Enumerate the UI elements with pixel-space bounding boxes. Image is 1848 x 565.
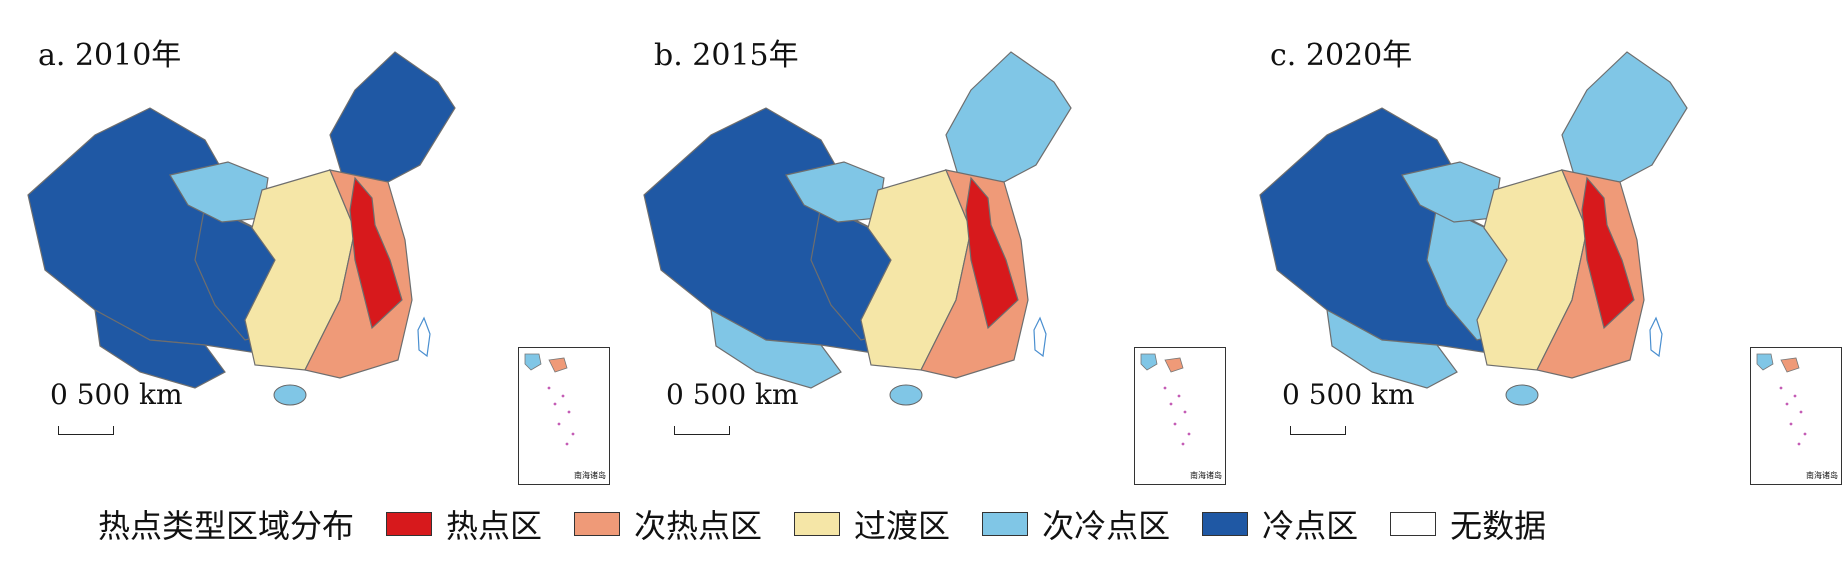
legend-label: 无数据 [1450,507,1547,545]
legend-swatch [1390,512,1437,536]
south-china-sea-inset: 南海诸岛 [1750,347,1842,485]
inset-island [567,410,571,414]
china-map [27,51,456,406]
inset-island [1799,410,1803,414]
inset-island [1779,386,1783,390]
legend-item-hotspot: 热点区 [386,501,542,547]
legend-label: 次热点区 [634,507,763,545]
legend-swatch [386,512,433,536]
inset-map [1140,353,1191,446]
inset-island [571,432,575,436]
region-hainan [889,384,923,406]
inset-island [1803,432,1807,436]
panel-title: b. 2015年 [654,38,799,73]
scale-bar [58,426,114,435]
inset-island [1177,394,1181,398]
inset-island [1163,386,1167,390]
inset-island [547,386,551,390]
inset-island [1187,432,1191,436]
legend-item-sub-coldspot: 次冷点区 [982,501,1170,547]
inset-map [524,353,575,446]
inset-label: 南海诸岛 [574,471,606,480]
region-taiwan [1649,316,1663,358]
map-panel-2010: a. 2010年 0 500 km 南海诸岛 [0,0,616,490]
legend-label: 热点区 [446,507,543,545]
inset-guangdong [1780,357,1800,373]
inset-guangdong [548,357,568,373]
inset-coast [524,353,542,371]
inset-island [1183,410,1187,414]
inset-coast [1140,353,1158,371]
inset-island [557,422,561,426]
legend-item-coldspot: 冷点区 [1202,501,1358,547]
legend-label: 冷点区 [1262,507,1359,545]
legend-title: 热点类型区域分布 [98,507,355,545]
inset-island [1181,442,1185,446]
legend-swatch [982,512,1029,536]
region-coastal-core [349,176,403,330]
inset-island [561,394,565,398]
inset-island [1789,422,1793,426]
scale-bar [1290,426,1346,435]
inset-label: 南海诸岛 [1806,471,1838,480]
legend-item-sub-hotspot: 次热点区 [574,501,762,547]
inset-island [565,442,569,446]
china-map [1259,51,1688,406]
region-coastal-core [965,176,1019,330]
inset-island [1173,422,1177,426]
south-china-sea-inset: 南海诸岛 [1134,347,1226,485]
china-map [643,51,1072,406]
map-panel-2020: c. 2020年 0 500 km 南海诸岛 [1232,0,1848,490]
region-tibet-west [94,308,226,389]
region-taiwan [1033,316,1047,358]
scale-bar [674,426,730,435]
region-taiwan [417,316,431,358]
inset-label: 南海诸岛 [1190,471,1222,480]
panel-title: a. 2010年 [38,38,182,73]
legend-item-no-data: 无数据 [1390,501,1546,547]
region-northeast [329,51,456,183]
inset-island [1793,394,1797,398]
map-panel-2015: b. 2015年 0 500 km 南海诸岛 [616,0,1232,490]
scale-label: 0 500 km [666,378,799,411]
inset-guangdong [1164,357,1184,373]
inset-coast [1756,353,1774,371]
scale-label: 0 500 km [1282,378,1415,411]
region-hainan [273,384,307,406]
legend: 热点类型区域分布 热点区 次热点区 过渡区 次冷点区 冷点区 无数据 [98,500,1578,548]
region-northeast [945,51,1072,183]
region-hainan [1505,384,1539,406]
legend-swatch [1202,512,1249,536]
legend-item-transition: 过渡区 [794,501,950,547]
south-china-sea-inset: 南海诸岛 [518,347,610,485]
inset-island [1169,402,1173,406]
region-northeast [1561,51,1688,183]
region-tibet-west [710,308,842,389]
inset-island [553,402,557,406]
legend-swatch [574,512,621,536]
scale-label: 0 500 km [50,378,183,411]
region-coastal-core [1581,176,1635,330]
inset-island [1785,402,1789,406]
region-tibet-west [1326,308,1458,389]
legend-label: 次冷点区 [1042,507,1171,545]
inset-island [1797,442,1801,446]
legend-swatch [794,512,841,536]
legend-label: 过渡区 [854,507,951,545]
inset-map [1756,353,1807,446]
panel-title: c. 2020年 [1270,38,1413,73]
